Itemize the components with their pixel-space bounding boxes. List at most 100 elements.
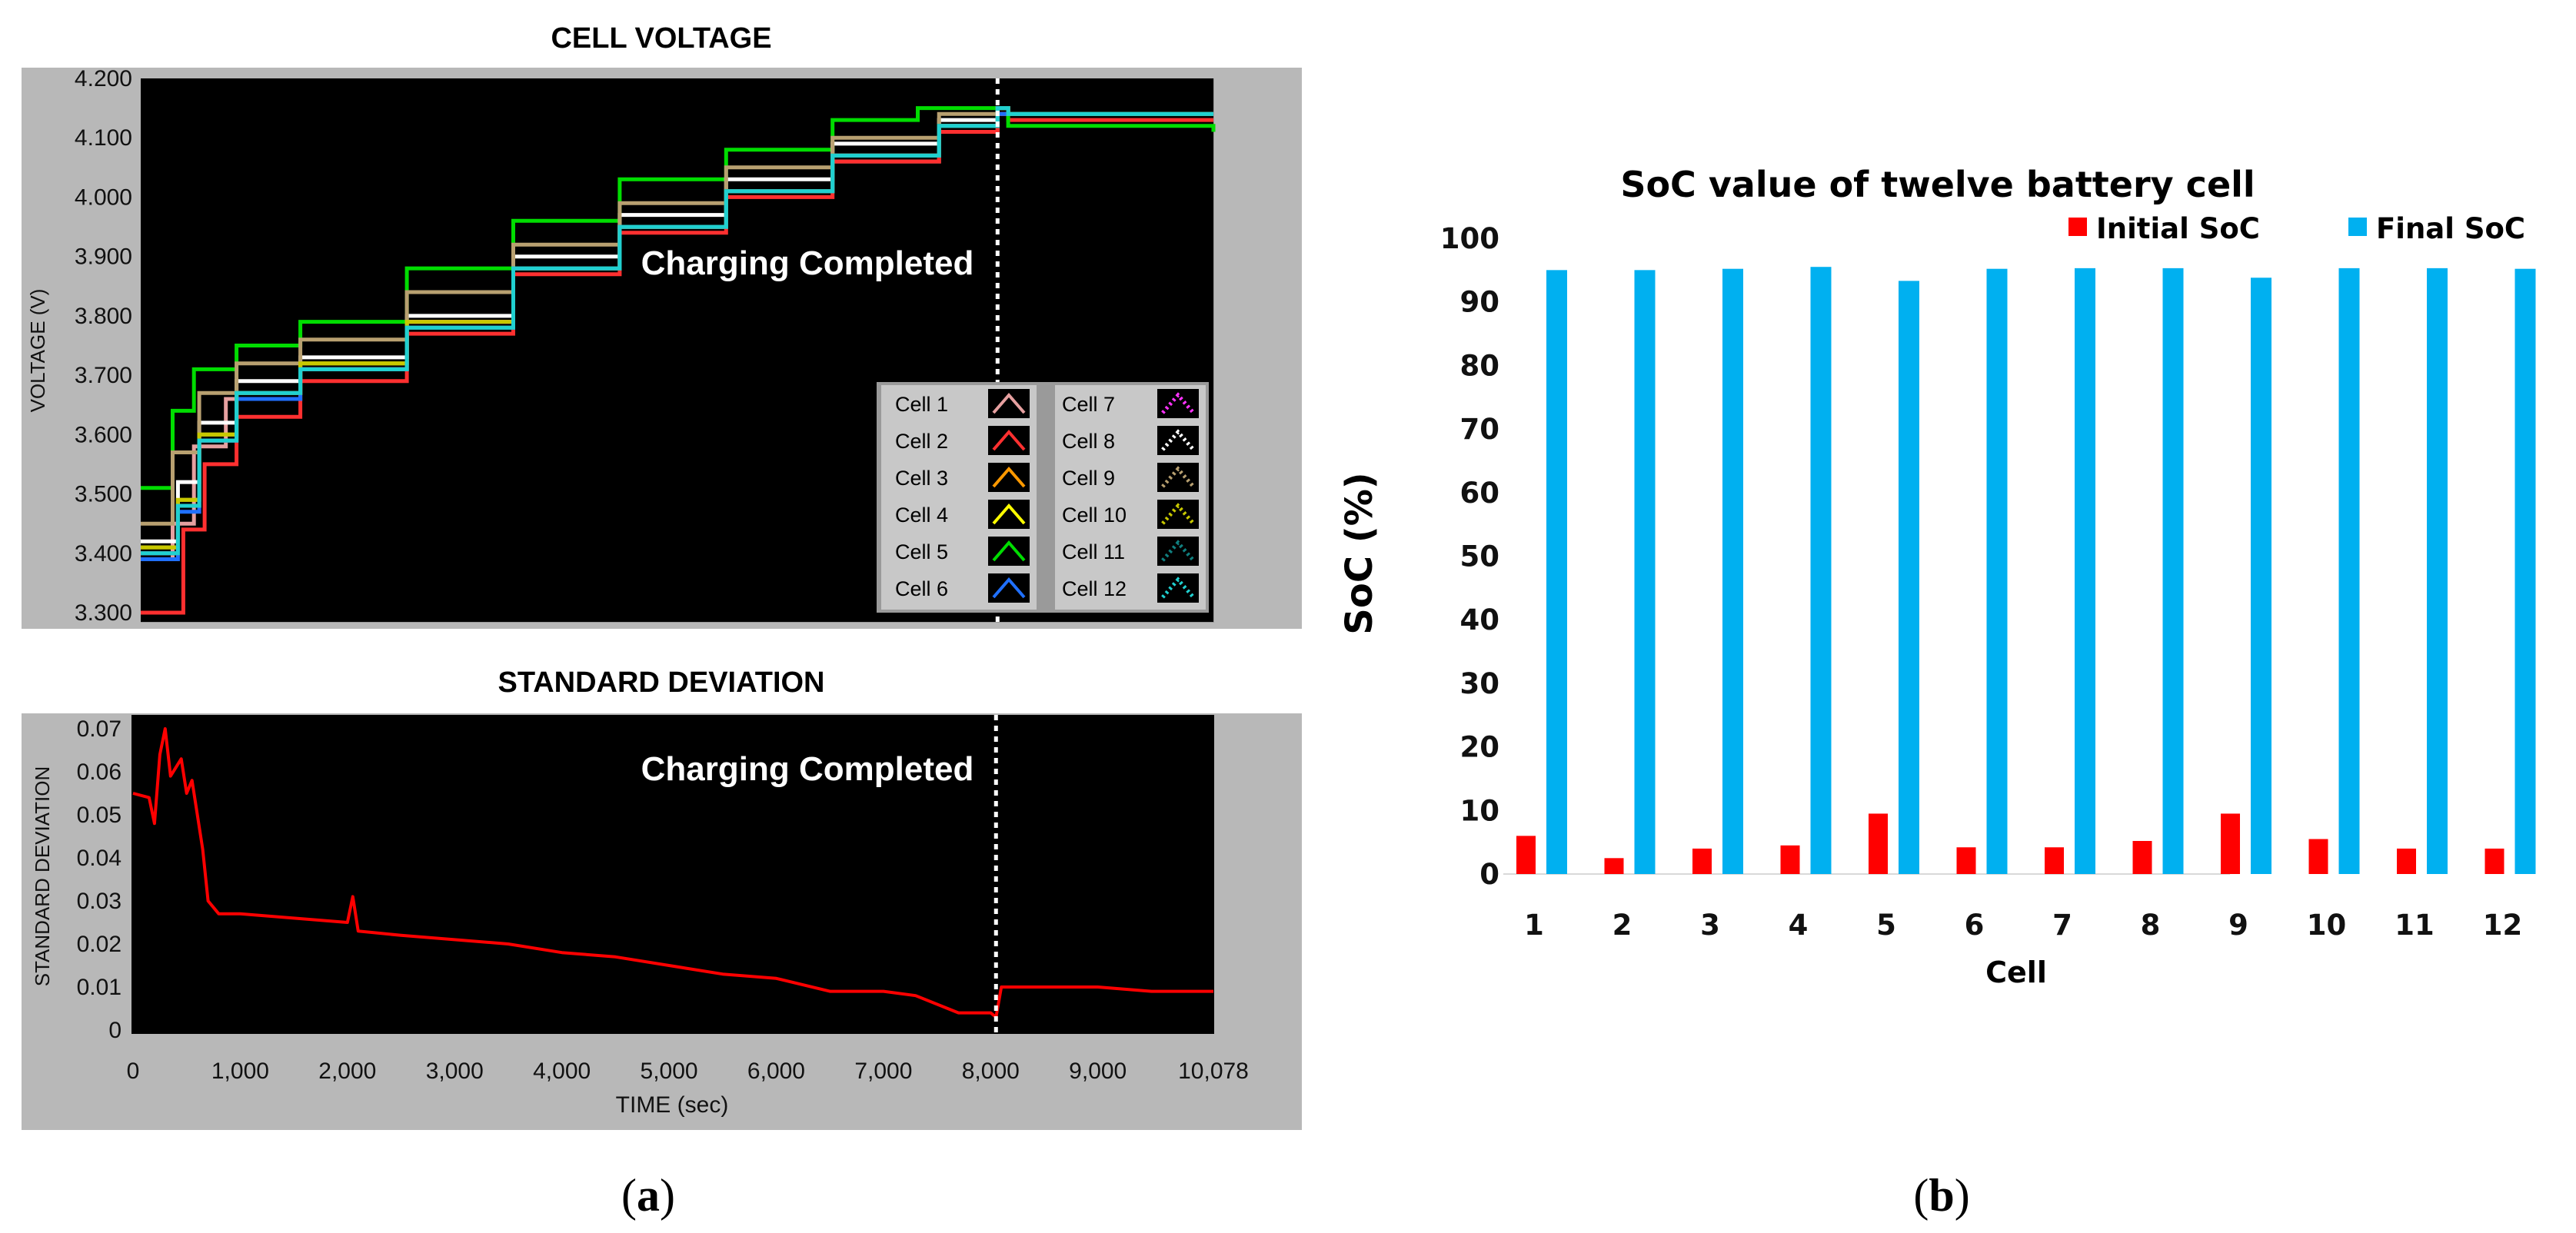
subfigure-label-a: (a) — [621, 1170, 675, 1221]
bar-initial-soc-cell-5 — [1869, 813, 1888, 874]
voltage-series — [141, 106, 1216, 615]
soc-y-tick-label: 60 — [1460, 477, 1500, 510]
soc-x-tick-label: 12 — [2483, 909, 2523, 942]
stddev-annotation: Charging Completed — [641, 750, 974, 788]
voltage-y-tick-label: 4.000 — [75, 184, 132, 210]
soc-y-tick-label: 40 — [1460, 603, 1500, 636]
legend-swatch-cell-1 — [992, 392, 1026, 414]
stddev-y-tick-label: 0.01 — [77, 975, 121, 1000]
stddev-y-tick-label: 0.07 — [77, 716, 121, 742]
legend-swatch-cell-6 — [992, 577, 1026, 599]
legend-swatch-cell-3 — [992, 466, 1026, 488]
time-x-tick-label: 5,000 — [641, 1059, 698, 1084]
time-x-tick-label: 4,000 — [533, 1059, 591, 1084]
stddev-y-tick-label: 0.02 — [77, 932, 121, 957]
time-x-tick-label: 8,000 — [962, 1059, 1020, 1084]
bar-final-soc-cell-12 — [2514, 268, 2536, 874]
bar-initial-soc-cell-9 — [2221, 813, 2240, 874]
soc-y-tick-label: 100 — [1440, 222, 1499, 255]
bar-final-soc-cell-8 — [2162, 268, 2184, 874]
soc-y-tick-label: 30 — [1460, 667, 1500, 700]
legend-label-cell-7: Cell 7 — [1062, 393, 1115, 416]
series-cell-9 — [141, 106, 1213, 526]
time-x-tick-label: 9,000 — [1069, 1059, 1127, 1084]
series-cell-12 — [141, 106, 1213, 556]
time-x-tick-label: 0 — [127, 1059, 140, 1084]
legend-label-cell-10: Cell 10 — [1062, 504, 1127, 527]
voltage-annotation: Charging Completed — [641, 244, 974, 282]
legend-label-cell-3: Cell 3 — [895, 467, 948, 490]
soc-x-axis-label: Cell — [1985, 955, 2047, 989]
legend-swatch-cell-11 — [1161, 540, 1195, 562]
soc-x-ticks: 1 2 3 4 5 6 7 8 9 10 11 12 — [1524, 909, 2522, 942]
legend-label-cell-12: Cell 12 — [1062, 577, 1127, 600]
series-standard-deviation — [132, 727, 1213, 1019]
bar-final-soc-cell-9 — [2251, 278, 2271, 874]
legend-col1-bg — [881, 385, 1037, 610]
legend-swatch-cell-12 — [1161, 577, 1195, 599]
legend-swatch-cell-10 — [1161, 503, 1195, 525]
legend-swatch-cell-2 — [992, 429, 1026, 451]
time-x-tick-label: 2,000 — [318, 1059, 376, 1084]
time-x-tick-label: 3,000 — [426, 1059, 484, 1084]
stddev-y-tick-label: 0.06 — [77, 759, 121, 785]
soc-x-tick-label: 10 — [2307, 909, 2347, 942]
voltage-y-tick-label: 3.700 — [75, 363, 132, 388]
voltage-y-tick-label: 4.100 — [75, 125, 132, 151]
bar-final-soc-cell-1 — [1546, 270, 1567, 875]
soc-y-tick-label: 80 — [1460, 349, 1500, 382]
soc-y-tick-label: 50 — [1460, 540, 1500, 573]
stddev-x-ticks: 0 1,000 2,000 3,000 4,000 5,000 6,000 7,000 8,00… — [127, 1059, 1249, 1084]
legend-label-cell-4: Cell 4 — [895, 504, 948, 527]
legend-final-soc-swatch — [2348, 218, 2367, 236]
time-x-tick-label: 10,078 — [1178, 1059, 1249, 1084]
voltage-y-tick-label: 3.600 — [75, 422, 132, 447]
legend-label-cell-8: Cell 8 — [1062, 430, 1115, 453]
legend-swatch-cell-4 — [992, 503, 1026, 525]
voltage-chart-title: CELL VOLTAGE — [551, 22, 771, 55]
soc-x-tick-label: 9 — [2228, 909, 2248, 942]
soc-x-tick-label: 6 — [1965, 909, 1985, 942]
soc-y-tick-label: 70 — [1460, 413, 1500, 446]
soc-y-axis-label: SoC (%) — [1338, 472, 1381, 634]
voltage-y-tick-label: 3.500 — [75, 482, 132, 507]
legend-final-soc-label: Final SoC — [2376, 212, 2525, 245]
bar-initial-soc-cell-4 — [1780, 845, 1800, 874]
bar-initial-soc-cell-2 — [1604, 858, 1624, 874]
stddev-chart-title: STANDARD DEVIATION — [498, 666, 824, 699]
bar-final-soc-cell-5 — [1899, 281, 1919, 874]
soc-x-tick-label: 8 — [2141, 909, 2161, 942]
soc-y-tick-label: 20 — [1460, 731, 1500, 764]
voltage-y-tick-label: 3.400 — [75, 541, 132, 567]
legend-initial-soc-label: Initial SoC — [2096, 212, 2260, 245]
soc-x-tick-label: 11 — [2395, 909, 2435, 942]
bar-initial-soc-cell-11 — [2397, 848, 2416, 874]
legend-swatch-cell-5 — [992, 540, 1026, 562]
legend-label-cell-1: Cell 1 — [895, 393, 948, 416]
stddev-y-axis-label: STANDARD DEVIATION — [31, 766, 54, 987]
stddev-series — [132, 727, 1213, 1019]
voltage-y-tick-label: 3.300 — [75, 600, 132, 626]
legend-swatch-cell-8 — [1161, 429, 1195, 451]
legend-label-cell-5: Cell 5 — [895, 540, 948, 563]
soc-x-tick-label: 3 — [1700, 909, 1720, 942]
stddev-y-ticks: 0.07 0.06 0.05 0.04 0.03 0.02 0.01 0 — [77, 716, 121, 1043]
bar-final-soc-cell-10 — [2338, 268, 2360, 874]
soc-x-tick-label: 4 — [1789, 909, 1809, 942]
legend-swatch-cell-7 — [1161, 392, 1195, 414]
stddev-y-tick-label: 0 — [108, 1018, 121, 1043]
bar-final-soc-cell-11 — [2427, 268, 2448, 874]
soc-chart-title: SoC value of twelve battery cell — [1620, 164, 2255, 205]
stddev-y-tick-label: 0.04 — [77, 846, 121, 871]
legend-label-cell-2: Cell 2 — [895, 430, 948, 453]
soc-y-tick-label: 0 — [1479, 858, 1499, 891]
time-axis-label: TIME (sec) — [616, 1092, 729, 1118]
bar-final-soc-cell-6 — [1986, 268, 2008, 874]
legend-label-cell-9: Cell 9 — [1062, 467, 1115, 490]
legend-label-cell-6: Cell 6 — [895, 577, 948, 600]
soc-y-tick-label: 90 — [1460, 286, 1500, 319]
bar-initial-soc-cell-10 — [2308, 839, 2328, 874]
stddev-y-tick-label: 0.03 — [77, 889, 121, 914]
bar-final-soc-cell-2 — [1634, 270, 1656, 875]
